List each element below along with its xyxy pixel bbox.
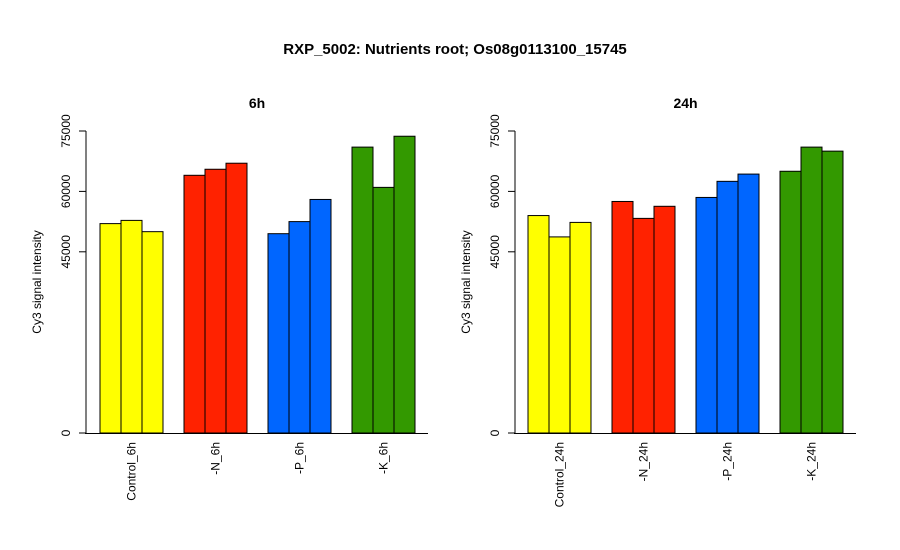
chart-panel-1: 24h 0 45000 60000 75000 Cy3 signal intensity C… (459, 95, 856, 507)
bar--k-6h-2 (372, 186, 395, 434)
bar-control-24h-2 (548, 236, 571, 434)
y-tick-label: 75000 (59, 114, 73, 148)
x-category-label: -K_24h (805, 442, 819, 481)
bar--k-24h-2 (800, 146, 823, 434)
bar-control-24h-1 (527, 215, 550, 434)
bar--n-6h-2 (204, 168, 227, 434)
bar--k-24h-1 (779, 170, 802, 434)
y-tick-label: 0 (59, 429, 73, 436)
x-category-label: Control_24h (553, 442, 567, 507)
bar--p-24h-2 (716, 180, 739, 434)
y-tick-label: 75000 (488, 114, 502, 148)
y-tick-label: 60000 (488, 174, 502, 208)
bar--k-6h-1 (351, 146, 374, 434)
bar--n-6h-1 (183, 174, 206, 434)
figure-title: RXP_5002: Nutrients root; Os08g0113100_1… (283, 41, 627, 58)
bar--n-24h-3 (653, 205, 676, 434)
bar-control-6h-1 (99, 223, 122, 434)
bar--k-24h-3 (821, 150, 844, 434)
x-category-label: -N_24h (637, 442, 651, 481)
y-tick-label: 45000 (59, 235, 73, 269)
bar--n-24h-2 (632, 217, 655, 434)
y-tick-label: 45000 (488, 235, 502, 269)
panels: 6h 0 45000 60000 75000 Cy3 signal intensity Co… (30, 95, 856, 507)
bar-control-6h-3 (141, 231, 164, 434)
y-tick-label: 60000 (59, 174, 73, 208)
bar--n-24h-1 (611, 200, 634, 434)
panel-title: 6h (249, 95, 265, 111)
bar-control-6h-2 (120, 219, 143, 434)
bar--k-6h-3 (393, 135, 416, 434)
bar--p-24h-1 (695, 196, 718, 434)
bar--n-6h-3 (225, 162, 248, 434)
bar--p-6h-3 (309, 198, 332, 434)
y-tick-label: 0 (488, 429, 502, 436)
y-axis-label: Cy3 signal intensity (459, 230, 473, 333)
x-category-label: -K_6h (377, 442, 391, 474)
bar-control-24h-3 (569, 221, 592, 434)
x-category-label: Control_6h (125, 442, 139, 501)
x-category-label: -P_24h (721, 442, 735, 481)
x-category-label: -N_6h (209, 442, 223, 475)
bar--p-6h-1 (267, 233, 290, 434)
bar--p-24h-3 (737, 173, 760, 434)
x-category-label: -P_6h (293, 442, 307, 474)
bar--p-6h-2 (288, 221, 311, 434)
panel-title: 24h (673, 95, 697, 111)
chart-panel-0: 6h 0 45000 60000 75000 Cy3 signal intensity Co… (30, 95, 428, 501)
y-axis-label: Cy3 signal intensity (30, 230, 44, 333)
